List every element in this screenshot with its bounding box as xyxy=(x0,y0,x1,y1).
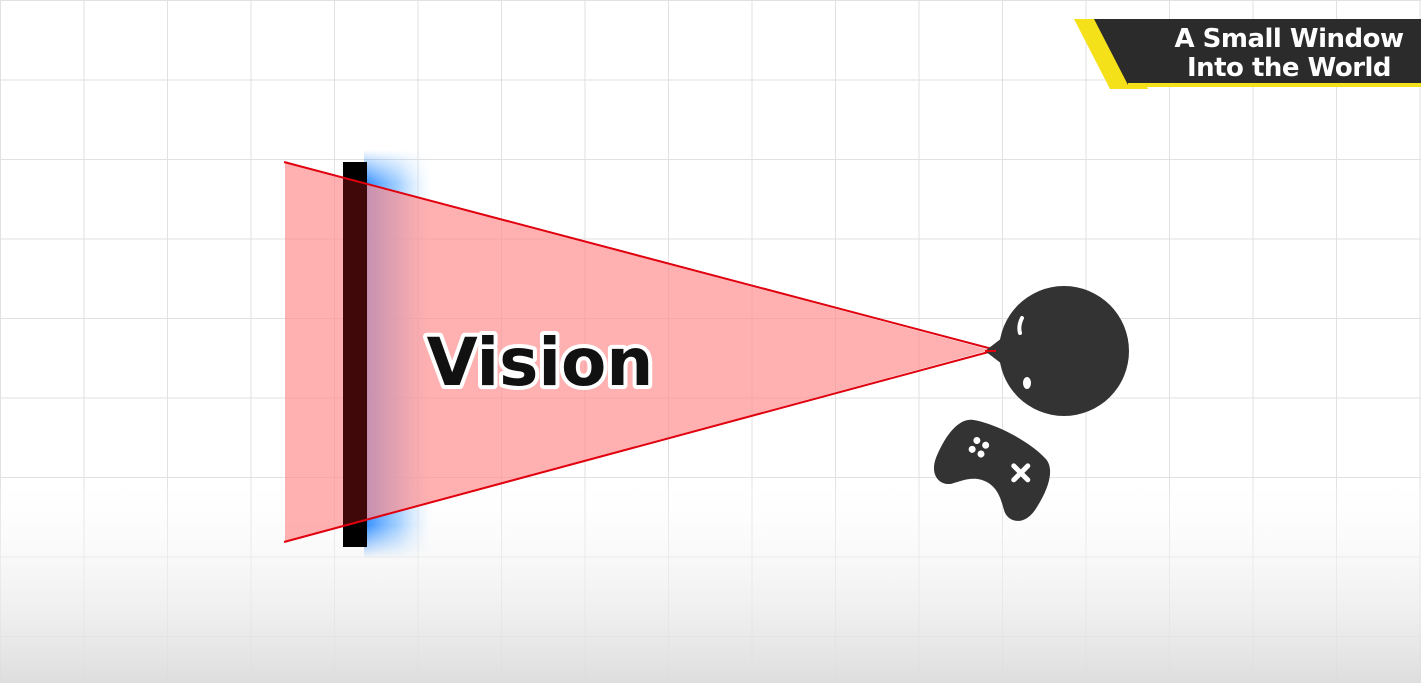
wall xyxy=(343,162,367,547)
vision-line-top xyxy=(283,161,997,351)
eye-ball-icon xyxy=(985,286,1129,416)
page-title: A Small Window Into the World xyxy=(1164,25,1414,83)
title-line-1: A Small Window xyxy=(1174,24,1404,54)
vision-cone xyxy=(285,162,990,542)
title-badge: A Small Window Into the World xyxy=(1072,19,1421,89)
wall-tint xyxy=(343,177,367,527)
vision-line-bottom xyxy=(283,349,997,543)
floor-shade xyxy=(0,470,1421,683)
title-badge-shape xyxy=(1074,19,1421,89)
title-line-2: Into the World xyxy=(1186,53,1392,83)
vision-label: Vision xyxy=(427,324,654,401)
gamepad-icon xyxy=(933,419,1051,521)
